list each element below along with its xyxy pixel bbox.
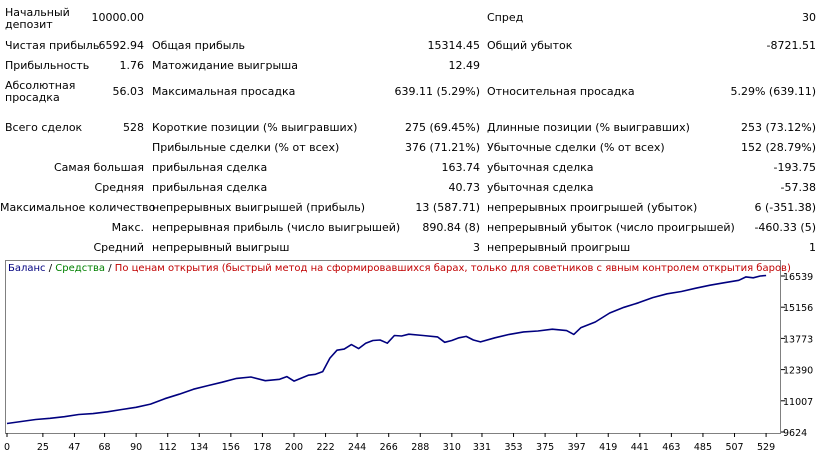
average-label: Средняя — [94, 181, 144, 194]
x-tick-label: 200 — [285, 442, 303, 453]
largest-profit-value: 163.74 — [441, 161, 481, 174]
net-profit-label: Чистая прибыль — [5, 39, 100, 52]
x-tick-label: 178 — [253, 442, 271, 453]
abs-drawdown-label: Абсолютная просадка — [5, 79, 76, 104]
rel-drawdown-value: 5.29% (639.11) — [730, 85, 816, 98]
x-tick-label: 68 — [99, 442, 111, 453]
average-profit-value: 40.73 — [448, 181, 481, 194]
initial-deposit-value: 10000.00 — [91, 11, 145, 24]
loss-trades-label: Убыточные сделки (% от всех) — [487, 141, 665, 154]
gross-loss-label: Общий убыток — [487, 39, 573, 52]
balance-chart-area — [5, 260, 781, 434]
gross-loss-value: -8721.51 — [766, 39, 816, 52]
x-tick-label: 485 — [694, 442, 712, 453]
x-tick-label: 25 — [37, 442, 49, 453]
largest-profit-label: прибыльная сделка — [152, 161, 268, 174]
x-tick-label: 0 — [4, 442, 10, 453]
x-tick-label: 353 — [504, 442, 522, 453]
legend-method: По ценам открытия (быстрый метод на сфор… — [114, 263, 791, 274]
max-drawdown-value: 639.11 (5.29%) — [394, 85, 480, 98]
largest-label: Самая большая — [53, 161, 144, 174]
max-drawdown-label: Максимальная просадка — [152, 85, 296, 98]
expected-payoff-value: 12.49 — [448, 59, 481, 72]
largest-loss-value: -193.75 — [773, 161, 816, 174]
x-tick-label: 331 — [473, 442, 491, 453]
long-positions-value: 253 (73.12%) — [740, 121, 816, 134]
gross-profit-value: 15314.45 — [427, 39, 481, 52]
y-tick-label: 11007 — [783, 397, 813, 408]
avg-cons-wins-value: 3 — [473, 241, 480, 254]
average-profit-label: прибыльная сделка — [152, 181, 268, 194]
average-loss-label: убыточная сделка — [487, 181, 594, 194]
loss-trades-value: 152 (28.79%) — [740, 141, 816, 154]
y-tick-label: 13773 — [783, 334, 813, 345]
x-tick-label: 375 — [536, 442, 554, 453]
x-tick-label: 90 — [130, 442, 142, 453]
total-trades-value: 528 — [123, 121, 144, 134]
avg-cons-wins-label: непрерывный выигрыш — [152, 241, 290, 254]
total-trades-label: Всего сделок — [5, 121, 83, 134]
y-tick-label: 15156 — [783, 303, 813, 314]
max-label: Макс. — [111, 221, 144, 234]
max-cons-wins-value: 13 (587.71) — [415, 201, 480, 214]
spread-label: Спред — [487, 11, 524, 24]
max-cons-losses-label: непрерывных проигрышей (убыток) — [487, 201, 698, 214]
x-tick-label: 156 — [222, 442, 240, 453]
legend-balance: Баланс — [8, 263, 46, 274]
short-positions-value: 275 (69.45%) — [404, 121, 480, 134]
net-profit-value: 6592.94 — [98, 39, 145, 52]
profit-trades-label: Прибыльные сделки (% от всех) — [152, 141, 340, 154]
spread-value: 30 — [802, 11, 816, 24]
x-tick-label: 222 — [316, 442, 334, 453]
x-tick-label: 47 — [68, 442, 80, 453]
short-positions-label: Короткие позиции (% выигравших) — [152, 121, 358, 134]
profit-trades-value: 376 (71.21%) — [404, 141, 480, 154]
max-cons-profit-label: непрерывная прибыль (число выигрышей) — [152, 221, 401, 234]
y-tick-label: 9624 — [783, 428, 807, 439]
x-tick-label: 507 — [725, 442, 743, 453]
x-tick-label: 529 — [757, 442, 775, 453]
x-tick-label: 310 — [443, 442, 461, 453]
x-tick-label: 419 — [599, 442, 617, 453]
max-cons-wins-label: непрерывных выигрышей (прибыль) — [152, 201, 366, 214]
profit-factor-value: 1.76 — [119, 59, 145, 72]
avg-cons-losses-label: непрерывный проигрыш — [487, 241, 631, 254]
average-loss-value: -57.38 — [780, 181, 816, 194]
x-tick-label: 134 — [190, 442, 208, 453]
abs-drawdown-value: 56.03 — [112, 85, 145, 98]
max-cons-loss-label: непрерывный убыток (число проигрышей) — [487, 221, 735, 234]
x-tick-label: 463 — [662, 442, 680, 453]
x-tick-label: 288 — [411, 442, 429, 453]
initial-deposit-label: Начальный депозит — [5, 6, 70, 31]
x-tick-label: 244 — [348, 442, 366, 453]
x-tick-label: 397 — [568, 442, 586, 453]
y-tick-label: 12390 — [783, 366, 813, 377]
largest-loss-label: убыточная сделка — [487, 161, 594, 174]
max-cons-loss-value: -460.33 (5) — [754, 221, 816, 234]
max-count-label: Максимальное количество — [0, 201, 156, 214]
gross-profit-label: Общая прибыль — [152, 39, 245, 52]
legend-equity: Средства — [55, 263, 106, 274]
x-tick-label: 112 — [159, 442, 177, 453]
legend-separator: / — [48, 263, 53, 274]
max-cons-profit-value: 890.84 (8) — [422, 221, 480, 234]
avg-label: Средний — [93, 241, 144, 254]
chart-legend: Баланс / Средства / По ценам открытия (б… — [8, 263, 791, 274]
avg-cons-losses-value: 1 — [809, 241, 816, 254]
legend-separator: / — [108, 263, 112, 274]
rel-drawdown-label: Относительная просадка — [487, 85, 635, 98]
expected-payoff-label: Матожидание выигрыша — [152, 59, 298, 72]
x-tick-label: 266 — [380, 442, 398, 453]
x-tick-label: 441 — [631, 442, 649, 453]
profit-factor-label: Прибыльность — [5, 59, 90, 72]
max-cons-losses-value: 6 (-351.38) — [754, 201, 816, 214]
long-positions-label: Длинные позиции (% выигравших) — [487, 121, 690, 134]
